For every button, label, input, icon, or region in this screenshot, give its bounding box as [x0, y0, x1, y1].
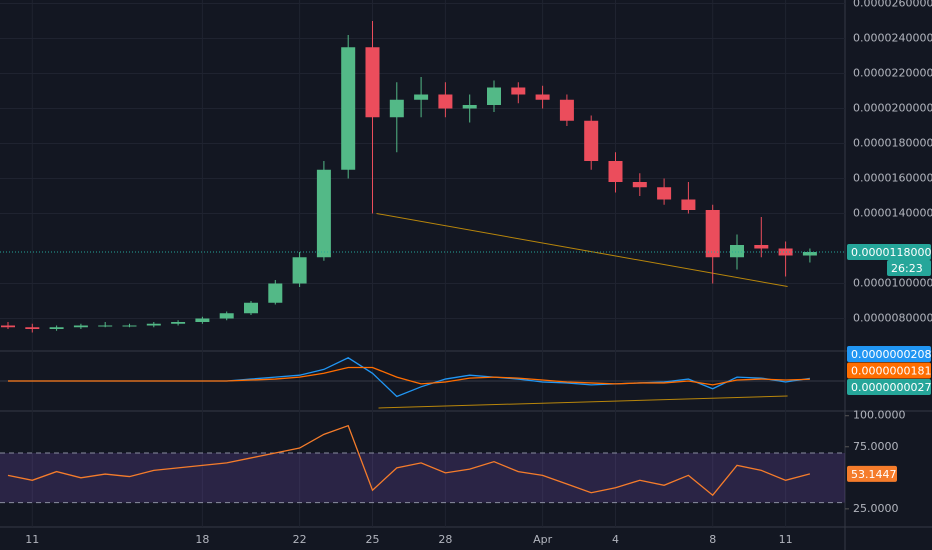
- x-tick-label: 28: [438, 533, 452, 546]
- rsi-band: [0, 452, 845, 503]
- last-price-tag-bg: [847, 244, 931, 260]
- y-tick-label: 0.0000200000: [853, 102, 932, 115]
- x-tick-label: 4: [612, 533, 619, 546]
- y-tick-label: 0.0000160000: [853, 172, 932, 185]
- candle-body: [754, 245, 769, 249]
- indicator-tag-bg: [847, 346, 931, 362]
- rsi-tag-bg: [847, 465, 897, 482]
- candle-body: [681, 199, 696, 210]
- y-tick-label: 0.0000100000: [853, 277, 932, 290]
- y-tick-label: 0.0000140000: [853, 207, 932, 220]
- candle-body: [244, 302, 258, 314]
- candle-body: [268, 283, 283, 303]
- candle-body: [49, 327, 64, 329]
- candle-body: [195, 318, 210, 322]
- indicator-tag-bg: [847, 362, 931, 379]
- x-tick-label: 11: [25, 533, 39, 546]
- candle-body: [632, 182, 647, 188]
- candle-body: [778, 248, 793, 256]
- candle-body: [511, 87, 526, 95]
- y-tick-label: 0.0000080000: [853, 312, 932, 325]
- indicator-tag: 0.0000000208: [851, 348, 931, 361]
- candle-body: [487, 87, 501, 105]
- y-tick-label: 0.0000220000: [853, 67, 932, 80]
- rsi-tag: 53.1447: [851, 468, 897, 481]
- y-tick-label: 100.0000: [853, 409, 906, 422]
- y-tick-label: 0.0000260000: [853, 0, 932, 10]
- candle-body: [462, 105, 477, 109]
- last-price-tag: 0.0000118000: [851, 246, 931, 259]
- indicator-tag: 0.0000000027: [851, 381, 931, 394]
- candle-body: [316, 169, 331, 258]
- candle-body: [730, 245, 744, 258]
- candle-body: [1, 325, 15, 328]
- x-tick-label: Apr: [533, 533, 553, 546]
- y-tick-label: 0.0000180000: [853, 137, 932, 150]
- candle-body: [122, 325, 137, 327]
- candle-body: [705, 210, 720, 258]
- y-tick-label: 25.0000: [853, 502, 899, 515]
- candle-body: [146, 323, 161, 326]
- candle-body: [389, 99, 404, 118]
- trend-line: [378, 395, 788, 409]
- candle-body: [584, 120, 599, 161]
- candle-body: [802, 252, 817, 256]
- x-tick-label: 25: [366, 533, 380, 546]
- candle-body: [219, 313, 234, 319]
- x-tick-label: 8: [709, 533, 716, 546]
- y-tick-label: 75.0000: [853, 440, 899, 453]
- indicator-line: [7, 424, 811, 497]
- candle-body: [365, 47, 380, 118]
- candle-body: [73, 325, 88, 328]
- indicator-line: [8, 366, 810, 386]
- candle-body: [171, 322, 186, 324]
- candle-body: [292, 257, 307, 284]
- candle-body: [438, 94, 453, 109]
- x-tick-label: 11: [779, 533, 793, 546]
- candle-body: [535, 94, 550, 100]
- y-tick-label: 0.0000240000: [853, 32, 932, 45]
- trend-line: [376, 213, 788, 287]
- countdown-tag: 26:23: [891, 262, 923, 275]
- candle-body: [657, 187, 672, 200]
- indicator-line: [8, 357, 810, 398]
- candle-body: [341, 47, 356, 170]
- indicator-tag-bg: [847, 379, 931, 395]
- candle-body: [608, 161, 623, 182]
- candle-body: [414, 94, 429, 100]
- candle-body: [98, 325, 113, 327]
- indicator-tag: 0.0000000181: [851, 365, 931, 378]
- countdown-tag-bg: [887, 260, 931, 276]
- x-tick-label: 22: [293, 533, 307, 546]
- candle-body: [25, 327, 40, 329]
- candle-body: [559, 99, 574, 121]
- x-tick-label: 18: [195, 533, 209, 546]
